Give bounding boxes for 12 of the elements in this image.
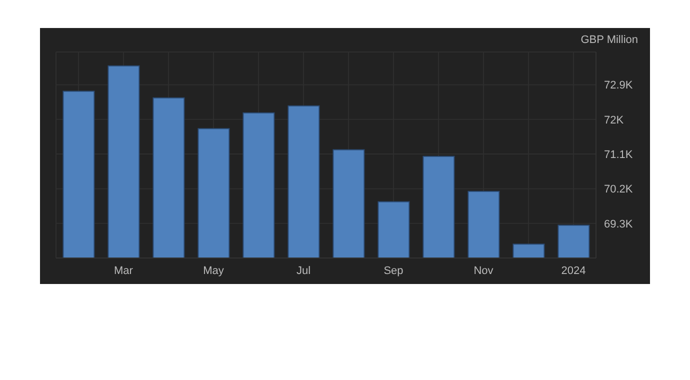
y-tick-label: 72.9K — [604, 80, 634, 92]
x-tick-label: Sep — [384, 264, 404, 277]
y-tick-label: 72K — [604, 114, 624, 126]
y-tick-label: 70.2K — [604, 184, 634, 196]
y-tick-label: 69.3K — [604, 218, 634, 230]
x-tick-label: May — [203, 264, 224, 277]
y-tick-label: 71.1K — [604, 148, 634, 161]
x-tick-label: Mar — [114, 264, 134, 277]
x-tick-label: Nov — [474, 264, 494, 277]
y-axis-title: GBP Million — [580, 34, 638, 46]
x-tick-label: Jul — [296, 264, 311, 277]
x-tick-label: 2024 — [561, 264, 586, 277]
